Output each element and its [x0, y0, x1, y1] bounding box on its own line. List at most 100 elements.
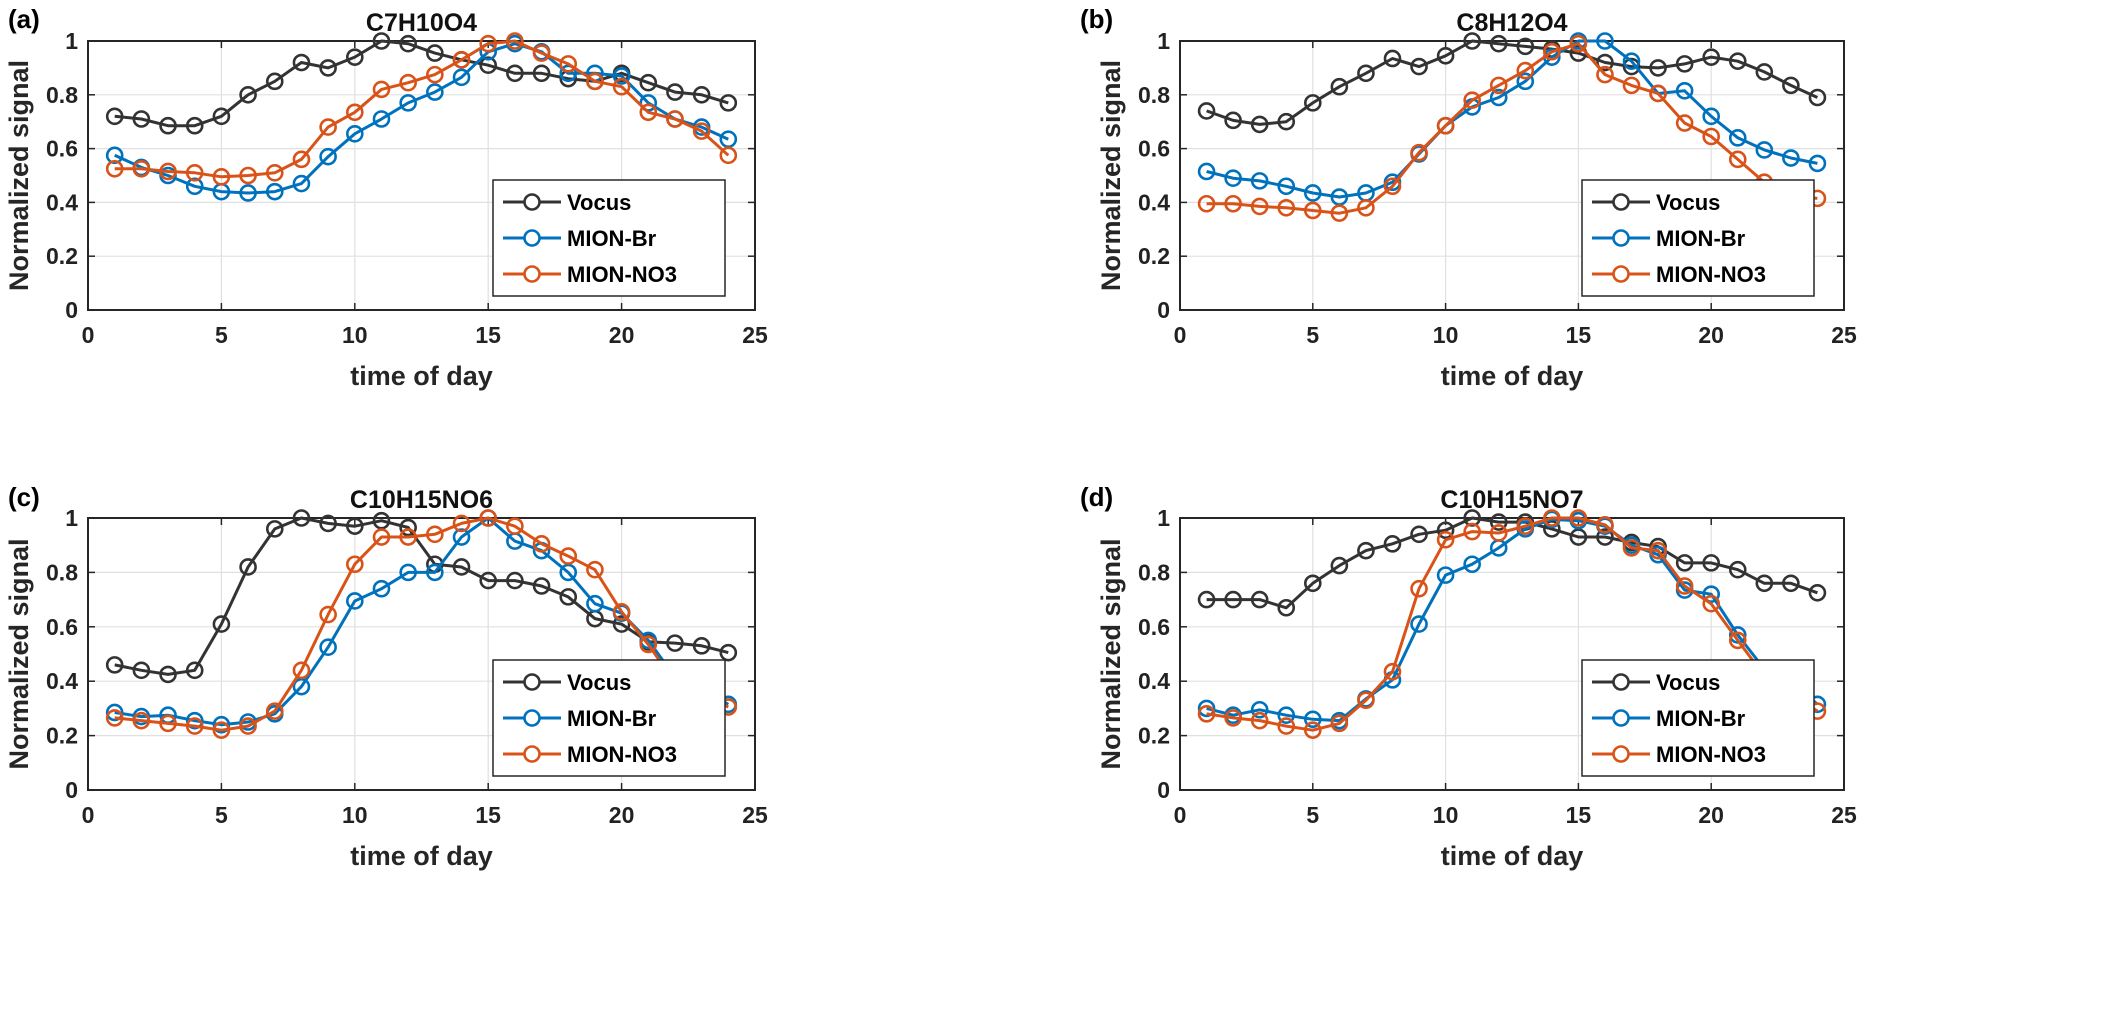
data-point: [1357, 691, 1375, 710]
data-point: [506, 571, 524, 590]
data-point: [265, 164, 284, 182]
data-point: [586, 72, 604, 91]
data-point: [1782, 574, 1800, 593]
data-point: [1304, 574, 1322, 593]
data-point: [1675, 81, 1694, 100]
data-point: [319, 59, 337, 77]
x-tick-label: 10: [1433, 802, 1459, 828]
data-point: [1649, 541, 1667, 560]
y-tick-label: 0.8: [46, 559, 78, 585]
x-tick-label: 25: [1831, 322, 1857, 348]
data-point: [319, 118, 337, 136]
series-line: [114, 39, 730, 179]
y-tick-label: 0.4: [46, 189, 78, 215]
data-point: [1410, 579, 1428, 598]
data-point: [532, 44, 551, 62]
data-point: [1250, 115, 1269, 134]
x-tick-label: 5: [1306, 322, 1319, 348]
data-point: [1782, 76, 1800, 95]
legend-marker-icon: [1612, 193, 1630, 211]
legend: Vocus MION-Br MION-NO3: [1581, 179, 1815, 297]
x-tick-label: 10: [342, 322, 368, 348]
legend-item: MION-Br: [1592, 706, 1746, 731]
series-line: [114, 39, 729, 128]
data-point: [1357, 64, 1375, 83]
data-point: [586, 560, 604, 579]
data-point: [719, 130, 738, 148]
data-point: [666, 83, 684, 101]
x-tick-label: 0: [1174, 322, 1187, 348]
data-point: [1197, 194, 1216, 213]
data-point: [559, 588, 578, 606]
data-point: [666, 110, 684, 128]
data-point: [1224, 590, 1242, 609]
data-point: [1277, 198, 1296, 217]
data-point: [1649, 84, 1667, 103]
data-point: [1410, 615, 1428, 633]
data-point: [479, 56, 498, 75]
data-point: [1649, 59, 1667, 77]
legend-item: MION-Br: [503, 706, 657, 731]
data-point: [1596, 65, 1614, 84]
data-point: [292, 509, 311, 527]
legend-item: MION-NO3: [1592, 742, 1766, 767]
data-point: [239, 558, 257, 576]
data-point: [612, 77, 631, 96]
data-point: [1436, 521, 1455, 540]
x-tick-label: 0: [1174, 802, 1187, 828]
series-line: [1206, 516, 1818, 610]
data-point: [1489, 88, 1508, 107]
x-axis-label: time of day: [1441, 361, 1584, 391]
data-point: [399, 563, 417, 582]
series-line: [1206, 39, 1819, 126]
data-point: [212, 721, 231, 739]
x-tick-label: 20: [609, 322, 635, 348]
legend-marker-icon: [523, 709, 541, 727]
data-point: [1489, 76, 1508, 95]
y-tick-label: 0.2: [1138, 243, 1170, 269]
legend-item: Vocus: [1592, 190, 1720, 215]
data-point: [1277, 598, 1296, 617]
data-point: [265, 72, 284, 91]
data-point: [399, 94, 417, 112]
legend-marker-icon: [1612, 745, 1630, 763]
data-point: [105, 656, 124, 674]
data-point: [105, 709, 124, 727]
series-mion-no3: [105, 32, 738, 186]
y-axis-label: Normalized signal: [4, 60, 34, 291]
data-point: [345, 517, 364, 535]
series-vocus: [1197, 32, 1827, 134]
x-tick-label: 25: [742, 322, 768, 348]
data-point: [105, 703, 124, 722]
data-point: [1489, 524, 1508, 542]
data-point: [399, 518, 417, 537]
data-point: [1463, 91, 1481, 109]
data-point: [719, 94, 738, 112]
data-point: [185, 164, 204, 182]
data-point: [132, 711, 151, 730]
chart-panel-a: 0 5 10 15 20 25 0 0.2 0.4 0.6 0.8 1 C7H10O4 (a) time o…: [4, 4, 768, 391]
legend-label: Vocus: [567, 190, 631, 215]
legend-item: MION-Br: [1592, 226, 1746, 251]
data-point: [666, 634, 684, 652]
data-point: [1250, 711, 1269, 730]
data-point: [426, 44, 444, 62]
x-tick-label: 15: [1566, 322, 1592, 348]
chart-panel-b: 0 5 10 15 20 25 0 0.2 0.4 0.6 0.8 1 C8H12O4 (b) time o…: [1080, 4, 1857, 391]
data-point: [1596, 53, 1614, 72]
x-tick-label: 5: [1306, 802, 1319, 828]
data-point: [159, 116, 177, 135]
data-point: [452, 51, 471, 69]
data-point: [132, 110, 151, 128]
data-point: [426, 83, 444, 101]
data-point: [692, 122, 711, 140]
legend-marker-icon: [523, 745, 541, 763]
data-point: [1383, 535, 1402, 553]
data-point: [1489, 34, 1508, 53]
data-point: [185, 177, 204, 196]
data-point: [1304, 184, 1322, 202]
x-tick-label: 25: [742, 802, 768, 828]
data-point: [559, 563, 578, 582]
x-tick-label: 5: [215, 322, 228, 348]
